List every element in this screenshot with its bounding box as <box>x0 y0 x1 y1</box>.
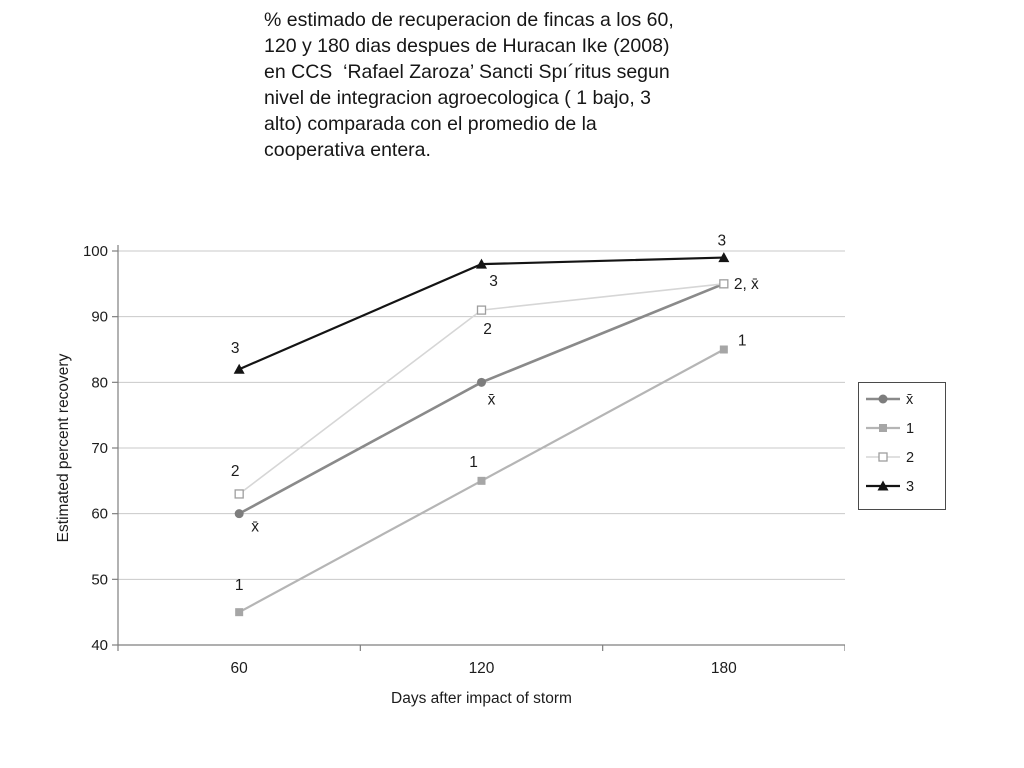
title-line: en CCS ‘Rafael Zaroza’ Sancti Spı´ritus … <box>264 61 670 83</box>
chart-legend: x̄ 1 2 3 <box>858 382 946 510</box>
svg-text:1: 1 <box>738 333 747 350</box>
svg-text:x̄: x̄ <box>488 391 496 408</box>
svg-text:1: 1 <box>906 421 914 437</box>
svg-text:100: 100 <box>83 243 108 260</box>
chart-legend-svg: x̄ 1 2 3 <box>866 392 914 495</box>
title-line: % estimado de recuperacion de fincas a l… <box>264 9 674 31</box>
svg-text:40: 40 <box>91 637 108 654</box>
recovery-line-chart: 40 50 60 70 80 90 100 60 120 180 Days after impact… <box>55 228 846 720</box>
chart-plot-svg: 40 50 60 70 80 90 100 60 120 180 Days after impact… <box>55 233 846 707</box>
title-line: 120 y 180 dias despues de Huracan Ike (2… <box>264 35 670 57</box>
title-line: alto) comparada con el promedio de la <box>264 113 597 135</box>
svg-text:2: 2 <box>906 450 914 466</box>
svg-text:2: 2 <box>483 321 492 338</box>
svg-text:180: 180 <box>711 660 737 677</box>
svg-text:x̄: x̄ <box>251 519 259 536</box>
svg-text:2: 2 <box>231 463 240 480</box>
svg-text:70: 70 <box>91 440 108 457</box>
svg-text:3: 3 <box>489 273 498 290</box>
svg-text:60: 60 <box>91 506 108 523</box>
svg-text:60: 60 <box>231 660 249 677</box>
chart-description: % estimado de recuperacion de fincas a l… <box>264 7 784 163</box>
svg-text:x̄: x̄ <box>906 392 914 408</box>
svg-text:3: 3 <box>906 479 914 495</box>
svg-text:1: 1 <box>469 454 478 471</box>
svg-text:2, x̄: 2, x̄ <box>734 276 759 293</box>
svg-text:50: 50 <box>91 571 108 588</box>
svg-text:1: 1 <box>235 577 244 594</box>
svg-text:3: 3 <box>718 233 727 250</box>
svg-text:80: 80 <box>91 374 108 391</box>
title-line: nivel de integracion agroecologica ( 1 b… <box>264 87 652 109</box>
svg-text:Estimated percent recovery: Estimated percent recovery <box>55 353 72 542</box>
svg-text:3: 3 <box>231 340 240 357</box>
svg-text:90: 90 <box>91 309 108 326</box>
title-line: cooperativa entera. <box>264 139 431 161</box>
svg-text:Days after impact of storm: Days after impact of storm <box>391 690 572 707</box>
svg-text:120: 120 <box>469 660 495 677</box>
